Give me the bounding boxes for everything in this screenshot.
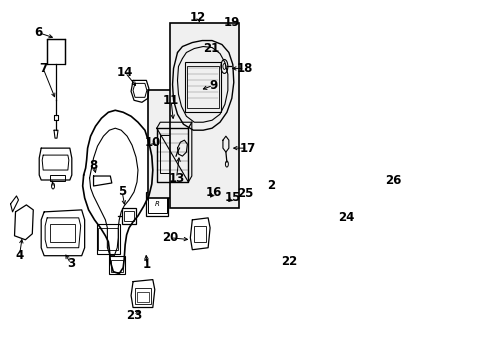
Text: 7: 7	[39, 62, 47, 75]
Text: 8: 8	[89, 158, 98, 172]
Text: 13: 13	[168, 171, 184, 185]
Text: 24: 24	[338, 211, 354, 224]
Text: 12: 12	[190, 11, 206, 24]
Bar	[111, 260, 123, 272]
Text: 1: 1	[142, 258, 151, 271]
Text: 16: 16	[205, 186, 222, 199]
Bar	[50, 224, 75, 242]
Bar	[46, 39, 65, 64]
Bar	[252, 230, 260, 248]
Text: 6: 6	[34, 26, 42, 39]
Bar	[250, 226, 262, 252]
Text: 14: 14	[117, 66, 133, 79]
Text: 10: 10	[144, 136, 161, 149]
Text: 21: 21	[203, 42, 219, 55]
Text: 25: 25	[237, 188, 253, 201]
Text: R: R	[154, 201, 159, 207]
Bar	[96, 224, 120, 254]
Text: 4: 4	[15, 249, 23, 262]
Bar	[169, 23, 238, 208]
Text: 26: 26	[385, 174, 401, 186]
Bar	[185, 62, 221, 112]
Bar	[98, 228, 118, 250]
Text: 18: 18	[236, 62, 252, 75]
Bar	[146, 192, 168, 216]
Bar	[50, 175, 65, 181]
Text: 19: 19	[223, 16, 240, 29]
Bar	[160, 135, 185, 173]
Text: 2: 2	[267, 180, 275, 193]
Text: 15: 15	[224, 192, 241, 204]
Bar	[278, 230, 297, 246]
Text: 17: 17	[239, 141, 255, 155]
Text: 9: 9	[208, 79, 217, 92]
Bar	[147, 195, 166, 213]
Text: 23: 23	[125, 309, 142, 322]
Text: 5: 5	[118, 185, 126, 198]
Text: 20: 20	[162, 231, 178, 244]
Text: 3: 3	[67, 257, 75, 270]
Text: 11: 11	[163, 94, 179, 107]
Bar	[124, 211, 134, 221]
Bar	[135, 288, 150, 303]
Bar	[147, 90, 202, 198]
Bar	[122, 208, 136, 224]
Text: 22: 22	[281, 255, 297, 268]
Bar	[137, 292, 148, 302]
Bar	[276, 226, 299, 250]
Bar	[194, 226, 206, 242]
Bar	[187, 67, 219, 108]
Bar	[109, 256, 125, 274]
